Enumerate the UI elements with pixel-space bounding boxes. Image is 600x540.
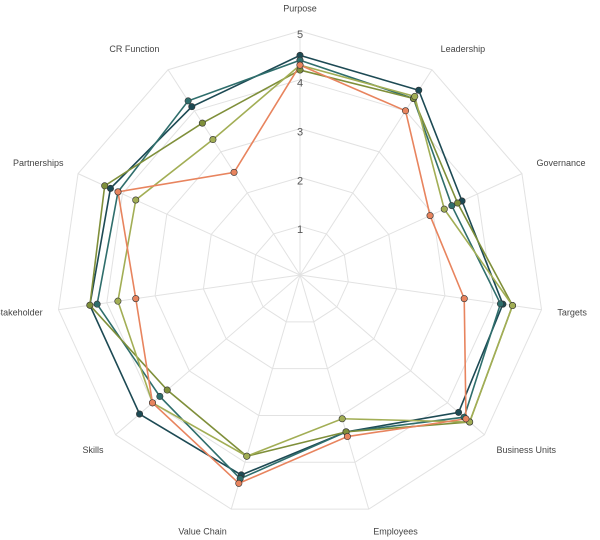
data-point <box>411 92 419 100</box>
spoke <box>299 69 433 276</box>
tick-label: 3 <box>297 127 303 139</box>
spoke <box>115 274 301 436</box>
data-point <box>114 188 122 196</box>
axis-label: Targets <box>557 308 587 318</box>
grid-line <box>251 225 349 323</box>
axis-label: CR Function <box>109 44 159 54</box>
series-line <box>89 54 504 476</box>
data-point <box>415 86 423 94</box>
axis-label: Partnerships <box>13 158 64 168</box>
data-point <box>230 168 238 176</box>
tick-label: 4 <box>297 78 303 90</box>
tick-label: 5 <box>297 29 303 41</box>
data-point <box>509 302 517 310</box>
spoke <box>230 274 301 510</box>
axis-label: Value Chain <box>178 527 226 537</box>
series-line <box>89 69 514 458</box>
data-point <box>462 415 470 423</box>
grid-line <box>202 176 398 370</box>
axis-label: Skills <box>82 445 104 455</box>
data-point <box>114 297 122 305</box>
series-line <box>117 64 514 458</box>
data-point <box>448 202 456 210</box>
data-point <box>343 433 351 441</box>
grid-line <box>154 128 446 416</box>
data-point <box>296 61 304 69</box>
data-point <box>454 199 462 207</box>
data-point <box>93 300 101 308</box>
axis-label: Stakeholder <box>0 308 43 318</box>
data-point <box>198 119 206 127</box>
data-point <box>106 184 114 192</box>
data-point <box>188 103 196 111</box>
series-line <box>117 64 467 485</box>
grid-line <box>57 30 543 510</box>
data-point <box>132 295 140 303</box>
spoke <box>299 274 485 436</box>
series-line <box>96 59 502 480</box>
tick-label: 1 <box>297 224 303 236</box>
data-point <box>132 196 140 204</box>
axis-label: Employees <box>373 527 418 537</box>
data-point <box>163 386 171 394</box>
spoke <box>299 173 523 276</box>
data-point <box>156 392 164 400</box>
axis-label: Governance <box>537 158 586 168</box>
data-point <box>338 415 346 423</box>
axis-label: Purpose <box>283 3 317 13</box>
data-point <box>496 300 504 308</box>
axis-label: Leadership <box>441 44 486 54</box>
data-point <box>136 410 144 418</box>
data-point <box>426 212 434 220</box>
data-point <box>86 301 94 309</box>
data-point <box>209 136 217 144</box>
data-point <box>440 205 448 213</box>
data-point <box>460 295 468 303</box>
axis-label: Business Units <box>496 445 556 455</box>
grid-line <box>106 79 494 463</box>
data-point <box>235 479 243 487</box>
data-point <box>101 182 109 190</box>
spoke <box>299 274 370 510</box>
data-point <box>148 399 156 407</box>
data-point <box>184 97 192 105</box>
data-point <box>243 452 251 460</box>
tick-label: 2 <box>297 175 303 187</box>
data-point <box>402 107 410 115</box>
data-point <box>455 408 463 416</box>
